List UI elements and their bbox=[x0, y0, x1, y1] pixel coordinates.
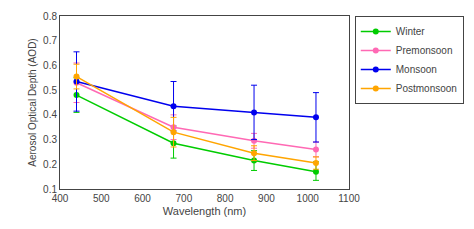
svg-text:Winter: Winter bbox=[396, 26, 426, 37]
svg-text:800: 800 bbox=[217, 193, 234, 204]
svg-text:500: 500 bbox=[93, 193, 110, 204]
svg-text:1000: 1000 bbox=[297, 193, 320, 204]
svg-text:0.2: 0.2 bbox=[43, 159, 57, 170]
svg-text:0.7: 0.7 bbox=[43, 35, 57, 46]
svg-text:0.8: 0.8 bbox=[43, 11, 57, 22]
svg-text:Postmonsoon: Postmonsoon bbox=[396, 83, 457, 94]
svg-text:0.6: 0.6 bbox=[43, 60, 57, 71]
svg-text:0.5: 0.5 bbox=[43, 85, 57, 96]
svg-text:1100: 1100 bbox=[338, 193, 360, 204]
svg-text:0.4: 0.4 bbox=[43, 109, 57, 120]
svg-text:900: 900 bbox=[258, 193, 275, 204]
svg-text:0.1: 0.1 bbox=[43, 184, 57, 195]
svg-text:700: 700 bbox=[176, 193, 193, 204]
svg-text:Aerosol Optical Depth (AOD): Aerosol Optical Depth (AOD) bbox=[27, 38, 38, 166]
svg-text:0.3: 0.3 bbox=[43, 134, 57, 145]
svg-text:Premonsoon: Premonsoon bbox=[396, 45, 453, 56]
svg-text:600: 600 bbox=[134, 193, 151, 204]
svg-text:Wavelength (nm): Wavelength (nm) bbox=[163, 205, 246, 217]
svg-text:Monsoon: Monsoon bbox=[396, 64, 437, 75]
svg-text:400: 400 bbox=[52, 193, 69, 204]
